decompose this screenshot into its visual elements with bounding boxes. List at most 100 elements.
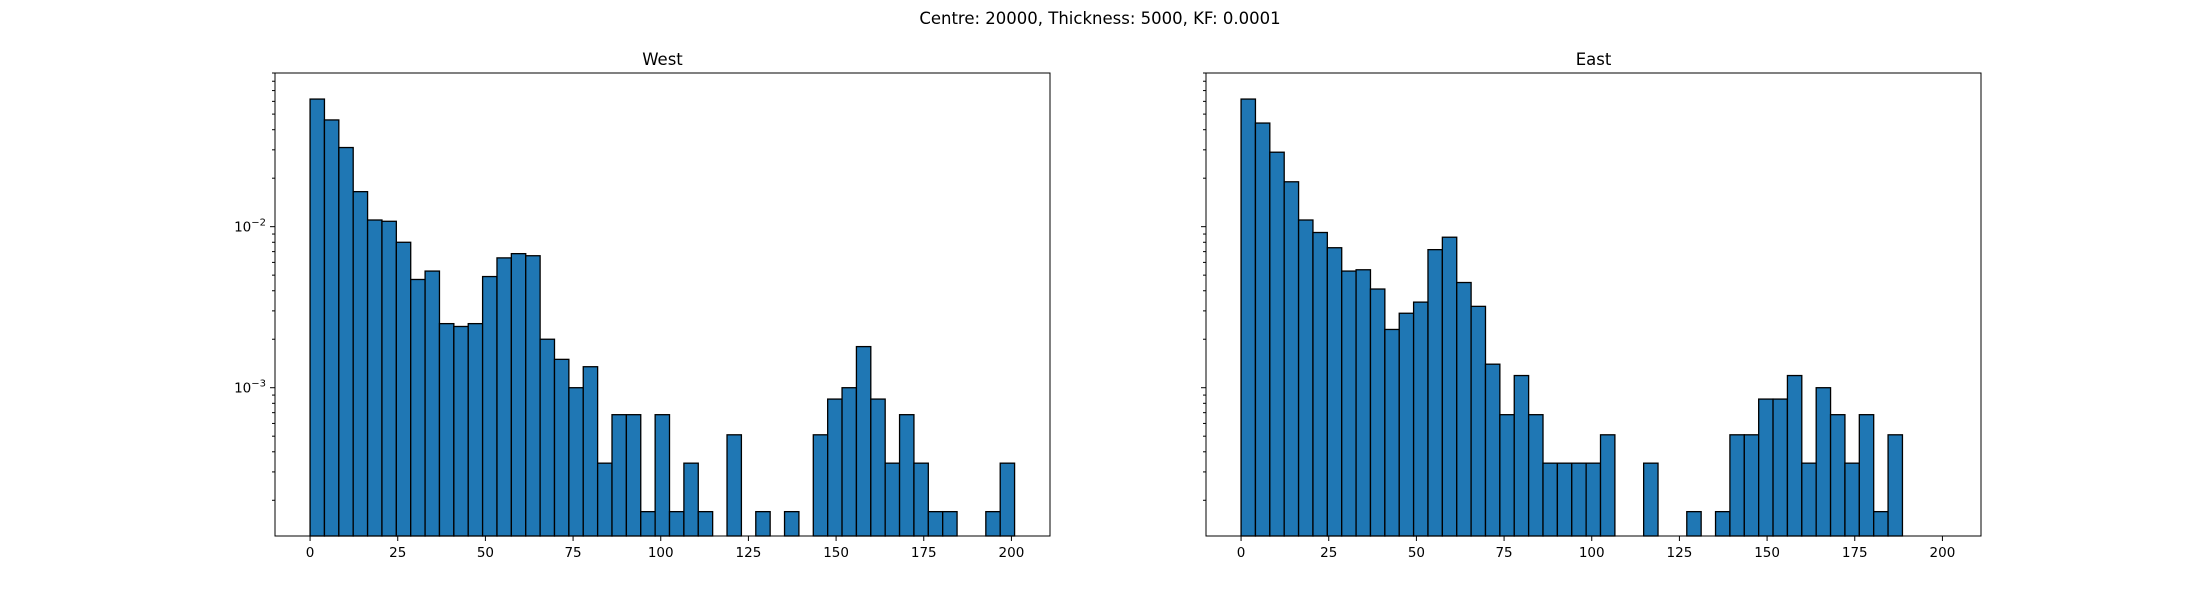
west-xtick-label-75: 75 — [564, 545, 581, 561]
west-xtick-label-150: 150 — [823, 545, 849, 561]
west-xtick-label-0: 0 — [306, 545, 315, 561]
west-xtick-label-200: 200 — [999, 545, 1025, 561]
west-bar-8 — [424, 270, 441, 537]
west-xtick-label-100: 100 — [648, 545, 674, 561]
east-bar-43 — [1858, 414, 1875, 537]
west-bar-17 — [553, 358, 570, 537]
west-bar-19 — [582, 366, 599, 537]
west-bar-0 — [309, 98, 326, 537]
west-bar-10 — [453, 325, 469, 537]
west-bar-38 — [855, 345, 872, 537]
east-bar-3 — [1283, 181, 1300, 537]
west-bar-47 — [985, 510, 1001, 537]
west-bar-20 — [596, 462, 613, 537]
east-bar-16 — [1470, 305, 1487, 537]
west-panel: West 0 25 50 75 100 125 150 175 200 10−2 10−3 — [234, 50, 1051, 561]
east-xtick-label-200: 200 — [1930, 545, 1956, 561]
west-axes-frame — [274, 72, 1051, 537]
west-xtick-label-50: 50 — [477, 545, 494, 561]
west-bar-4 — [366, 219, 383, 537]
west-bar-27 — [697, 510, 714, 537]
west-bar-2 — [338, 146, 354, 537]
west-bar-18 — [568, 387, 584, 537]
east-bar-45 — [1887, 434, 1904, 537]
west-bar-21 — [611, 414, 628, 537]
west-bar-5 — [381, 220, 397, 537]
west-bar-36 — [827, 398, 843, 537]
east-bar-39 — [1801, 462, 1817, 537]
west-bar-40 — [884, 462, 901, 537]
east-bar-38 — [1786, 374, 1803, 537]
east-bar-14 — [1441, 236, 1458, 537]
east-bar-11 — [1398, 312, 1415, 537]
east-xtick-label-75: 75 — [1495, 545, 1512, 561]
west-bar-43 — [927, 510, 944, 537]
west-ytick-label-0.001: 10−3 — [234, 379, 266, 397]
east-bar-17 — [1484, 363, 1501, 537]
west-bar-14 — [510, 252, 527, 537]
east-bar-22 — [1556, 462, 1573, 537]
east-bar-7 — [1341, 270, 1357, 537]
west-bar-39 — [870, 398, 886, 537]
east-axes-frame — [1205, 72, 1982, 537]
west-bar-11 — [467, 322, 484, 537]
east-bar-13 — [1427, 248, 1444, 537]
west-bar-31 — [755, 510, 771, 537]
west-bar-48 — [999, 462, 1016, 537]
east-bar-34 — [1729, 434, 1745, 537]
east-xtick-label-0: 0 — [1237, 545, 1246, 561]
east-bar-2 — [1269, 151, 1285, 537]
east-bar-28 — [1642, 462, 1659, 537]
east-bar-8 — [1355, 269, 1372, 537]
west-bar-26 — [683, 462, 699, 537]
east-panel: East 0 25 50 75 100 125 150 175 200 — [1201, 50, 1982, 561]
west-bar-13 — [496, 257, 513, 537]
west-bar-12 — [481, 275, 498, 537]
west-ytick-label-0.01: 10−2 — [234, 218, 266, 236]
west-bar-35 — [812, 434, 829, 537]
east-bar-31 — [1686, 510, 1702, 537]
east-bar-12 — [1412, 301, 1429, 537]
east-bar-23 — [1571, 462, 1587, 537]
west-bar-42 — [913, 462, 929, 537]
figure-title: Centre: 20000, Thickness: 5000, KF: 0.00… — [919, 9, 1280, 28]
east-bar-33 — [1714, 510, 1731, 537]
west-xtick-label-175: 175 — [911, 545, 937, 561]
east-bar-19 — [1513, 374, 1530, 537]
west-bar-24 — [654, 414, 671, 537]
east-bar-1 — [1254, 122, 1271, 537]
east-bar-36 — [1758, 398, 1774, 537]
west-xtick-label-25: 25 — [389, 545, 406, 561]
west-bar-41 — [898, 414, 915, 537]
west-bar-37 — [841, 387, 858, 537]
east-bar-41 — [1829, 414, 1846, 537]
east-bar-21 — [1542, 462, 1559, 537]
west-bar-1 — [323, 119, 340, 537]
west-bar-6 — [395, 241, 412, 537]
east-xtick-label-125: 125 — [1667, 545, 1693, 561]
east-bar-20 — [1527, 414, 1544, 537]
east-bar-9 — [1369, 288, 1386, 537]
west-bar-44 — [942, 510, 958, 537]
west-bar-15 — [525, 255, 541, 537]
east-xtick-label-175: 175 — [1842, 545, 1868, 561]
east-bar-25 — [1599, 434, 1616, 537]
east-bar-44 — [1873, 510, 1889, 537]
east-bar-18 — [1499, 414, 1515, 537]
west-bar-25 — [668, 510, 685, 537]
east-bar-40 — [1815, 387, 1832, 537]
east-bar-6 — [1326, 247, 1343, 537]
east-bar-4 — [1297, 219, 1314, 537]
east-bar-5 — [1312, 231, 1328, 537]
east-bar-37 — [1772, 398, 1789, 537]
east-xtick-label-25: 25 — [1320, 545, 1337, 561]
east-bar-24 — [1585, 462, 1602, 537]
west-title: West — [642, 50, 683, 69]
west-bar-3 — [352, 190, 369, 537]
east-bar-15 — [1456, 281, 1472, 537]
west-bar-33 — [783, 510, 800, 537]
west-bar-7 — [410, 278, 426, 537]
west-bar-22 — [625, 414, 642, 537]
east-title: East — [1576, 50, 1612, 69]
